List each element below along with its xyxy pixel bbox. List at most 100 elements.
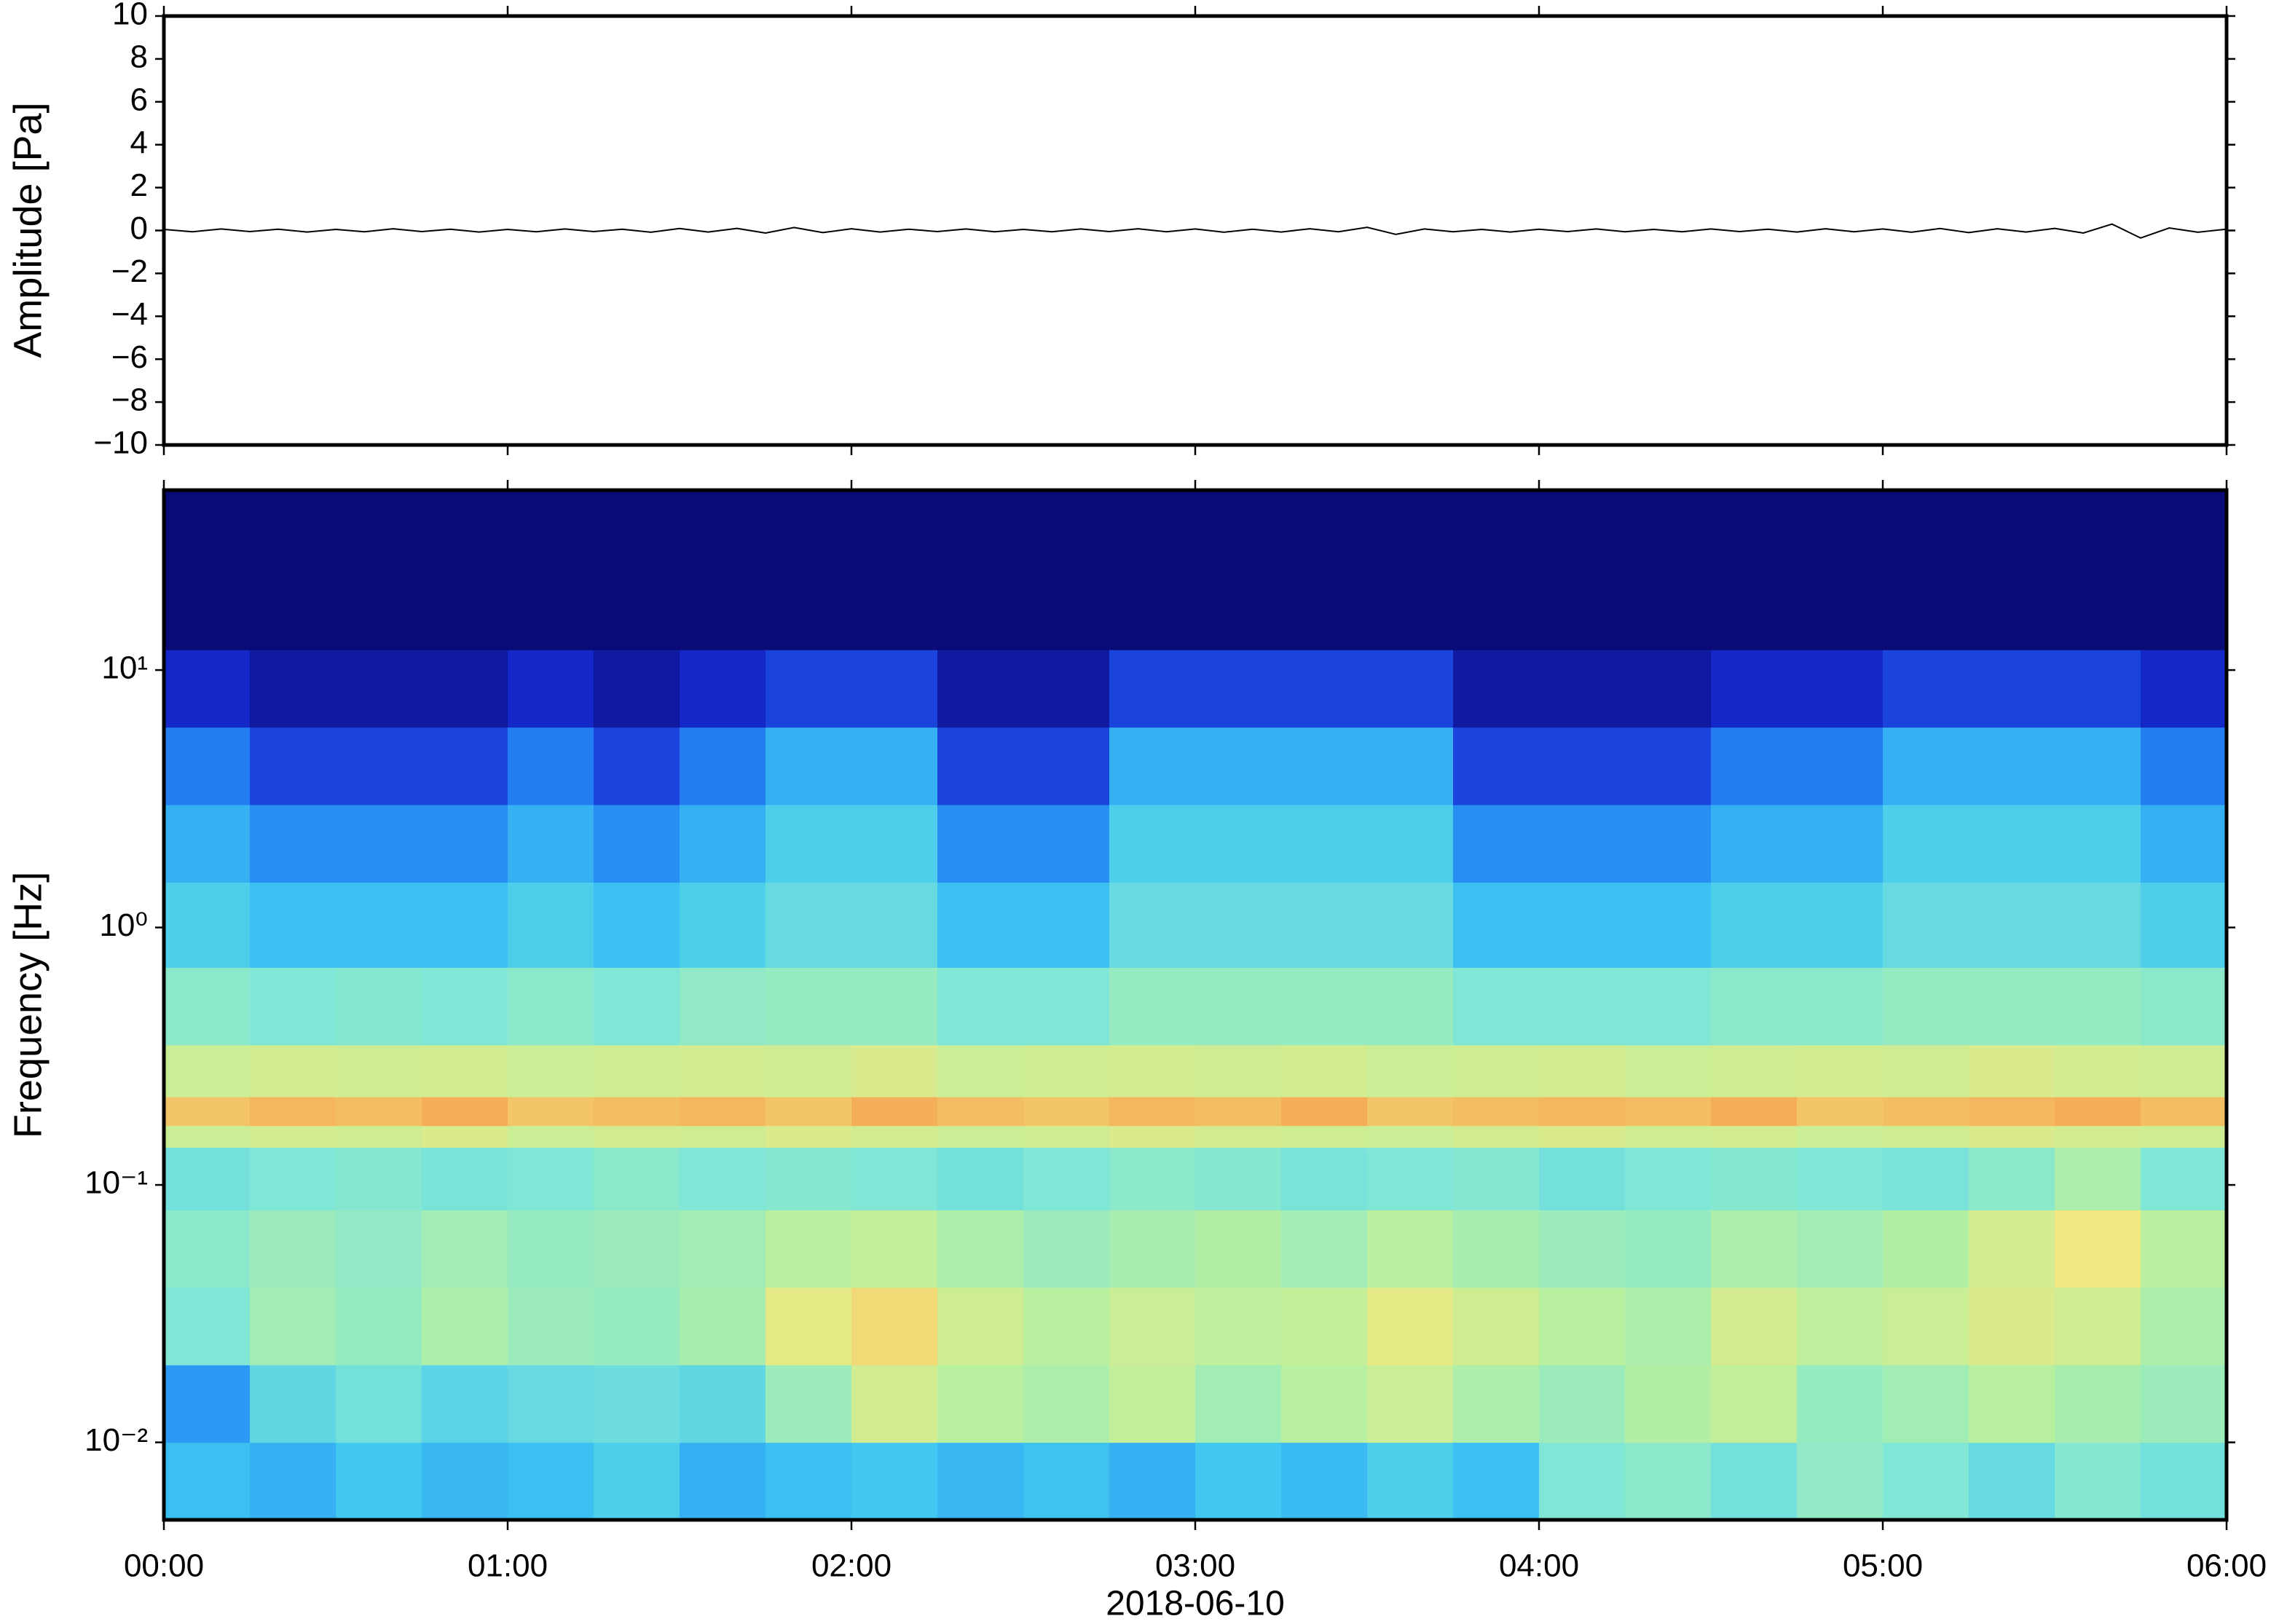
spectrogram-cell (1711, 1365, 1798, 1443)
spectrogram-cell (1109, 967, 1196, 1046)
spectrogram-cell (1109, 490, 1196, 650)
spectrogram-cell (765, 1210, 852, 1288)
spectrogram-cell (1453, 727, 1540, 805)
spectrogram-cell (1195, 1097, 1282, 1127)
spectrogram-cell (1453, 1097, 1540, 1127)
spectrogram-cell (250, 650, 336, 728)
spectrogram-cell (336, 1097, 422, 1127)
spectrogram-cell (1109, 1210, 1196, 1288)
spectrogram-cell (1281, 1044, 1368, 1097)
spectrogram-cell (1797, 650, 1884, 728)
spectrogram-cell (1625, 1365, 1712, 1443)
spectrogram-cell (250, 1210, 336, 1288)
spectrogram-cell (250, 967, 336, 1046)
spectrogram-cell (1195, 804, 1282, 883)
spectrogram-cell (1281, 650, 1368, 728)
spectrogram-cell (594, 967, 680, 1046)
spectrogram-cell (250, 1097, 336, 1127)
x-tick-label: 02:00 (811, 1548, 892, 1584)
spectrogram-cell (250, 1044, 336, 1097)
spectrogram-cell (1367, 1097, 1454, 1127)
spectrogram-cell (1883, 650, 1969, 728)
y-tick-label: 10⁻¹ (84, 1165, 148, 1201)
spectrogram-cell (1711, 1147, 1798, 1210)
spectrogram-cell (2055, 650, 2141, 728)
spectrogram-cell (164, 1442, 251, 1521)
spectrogram-cell (1367, 882, 1454, 968)
spectrogram-cell (1969, 1210, 2055, 1288)
spectrogram-cell (1539, 1044, 1626, 1097)
spectrogram-cell (1195, 1147, 1282, 1210)
spectrogram-cell (1711, 1442, 1798, 1521)
spectrogram-cell (250, 727, 336, 805)
spectrogram-cell (1883, 1044, 1969, 1097)
spectrogram-cell (1453, 1125, 1540, 1148)
spectrogram-cell (422, 1442, 508, 1521)
spectrogram-cell (1969, 650, 2055, 728)
spectrogram-cell (422, 727, 508, 805)
spectrogram-cell (1367, 1147, 1454, 1210)
spectrogram-cell (680, 1044, 766, 1097)
spectrogram-cell (508, 1097, 594, 1127)
y-tick-label: 0 (130, 210, 148, 246)
spectrogram-cell (1711, 1097, 1798, 1127)
spectrogram-cell (422, 1097, 508, 1127)
spectrogram-cell (594, 1210, 680, 1288)
spectrogram-cell (1023, 804, 1110, 883)
y-tick-label: 6 (130, 82, 148, 117)
spectrogram-cell (2055, 1147, 2141, 1210)
spectrogram-cell (1109, 1147, 1196, 1210)
spectrogram-cell (1023, 1147, 1110, 1210)
spectrogram-cell (336, 1442, 422, 1521)
spectrogram-cell (937, 727, 1024, 805)
spectrogram-cell (508, 1442, 594, 1521)
spectrogram-cell (851, 882, 938, 968)
spectrogram-cell (1969, 1044, 2055, 1097)
spectrogram-cell (851, 650, 938, 728)
spectrogram-cell (1023, 1097, 1110, 1127)
spectrogram-cell (1281, 1287, 1368, 1365)
spectrogram-cell (851, 490, 938, 650)
spectrogram-cell (851, 1365, 938, 1443)
spectrogram-cell (2141, 650, 2227, 728)
spectrogram-cell (2141, 1287, 2227, 1365)
spectrogram-cell (594, 650, 680, 728)
spectrogram-cell (1539, 967, 1626, 1046)
spectrogram-cell (1969, 967, 2055, 1046)
spectrogram-cell (1883, 804, 1969, 883)
spectrogram-cell (1367, 1287, 1454, 1365)
spectrogram-cell (1539, 882, 1626, 968)
spectrogram-cell (1453, 1442, 1540, 1521)
spectrogram-cell (336, 1147, 422, 1210)
spectrogram-cell (1195, 1287, 1282, 1365)
spectrogram-cell (164, 1365, 251, 1443)
spectrogram-cell (1625, 882, 1712, 968)
spectrogram-cell (1625, 1287, 1712, 1365)
spectrogram-cell (594, 1125, 680, 1148)
spectrogram-cell (2055, 1044, 2141, 1097)
spectrogram-cell (851, 1210, 938, 1288)
plot-frame (162, 14, 2229, 447)
spectrogram-cell (164, 727, 251, 805)
spectrogram-cell (2141, 1147, 2227, 1210)
spectrogram-cell (1539, 727, 1626, 805)
spectrogram-cell (937, 967, 1024, 1046)
spectrogram-cell (2055, 490, 2141, 650)
x-tick-label: 05:00 (1843, 1548, 1923, 1584)
spectrogram-cell (1711, 1210, 1798, 1288)
spectrogram-cell (937, 490, 1024, 650)
spectrogram-cell (336, 1125, 422, 1148)
spectrogram-cell (1969, 1125, 2055, 1148)
spectrogram-cell (765, 1287, 852, 1365)
spectrogram-cell (164, 967, 251, 1046)
spectrogram-cell (680, 882, 766, 968)
spectrogram-cell (1797, 804, 1884, 883)
spectrogram-cell (422, 1147, 508, 1210)
spectrogram-cell (508, 1147, 594, 1210)
spectrogram-cell (336, 1365, 422, 1443)
spectrogram-cell (765, 650, 852, 728)
spectrogram-cell (1797, 882, 1884, 968)
spectrogram-cell (1883, 1147, 1969, 1210)
spectrogram-cell (594, 1365, 680, 1443)
y-tick-label: 10⁰ (99, 907, 148, 943)
